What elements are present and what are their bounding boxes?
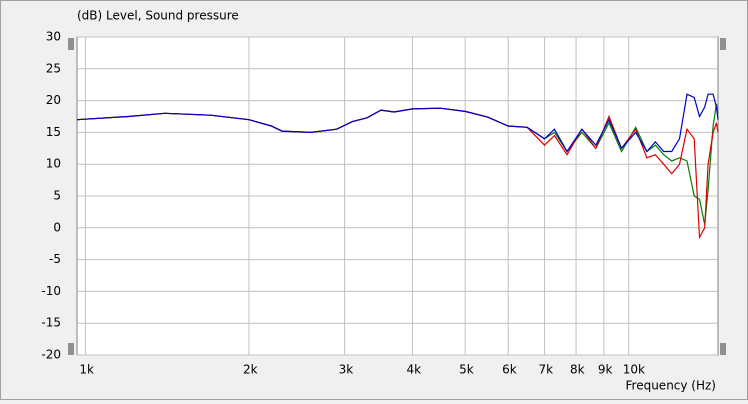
x-tick-label: 2k [243, 363, 258, 377]
y-tick-label: -20 [41, 348, 61, 362]
y-tick-label: -15 [41, 316, 61, 330]
y-tick-label: 15 [46, 125, 61, 139]
y-tick-label: 30 [46, 30, 61, 44]
x-tick-label: 8k [570, 363, 585, 377]
x-tick-label: 1k [79, 363, 94, 377]
x-tick-label: 3k [339, 363, 354, 377]
y-tick-label: 5 [53, 189, 61, 203]
x-tick-label: 4k [407, 363, 422, 377]
series-line [76, 93, 719, 153]
scroll-handle[interactable] [720, 343, 726, 355]
y-tick-label: -5 [49, 252, 61, 266]
x-axis-label: Frequency (Hz) [626, 379, 717, 393]
scroll-handle[interactable] [68, 38, 74, 50]
x-tick-label: 10k [623, 363, 645, 377]
scroll-handle[interactable] [68, 343, 74, 355]
y-tick-label: 25 [46, 61, 61, 75]
y-tick-label: 0 [53, 220, 61, 234]
x-tick-label: 7k [539, 363, 554, 377]
y-axis-label: (dB) Level, Sound pressure [77, 9, 239, 23]
x-tick-label: 5k [459, 363, 474, 377]
scroll-handle[interactable] [720, 38, 726, 50]
y-tick-label: -10 [41, 284, 61, 298]
x-tick-label: 6k [502, 363, 517, 377]
x-tick-label: 9k [598, 363, 613, 377]
y-tick-label: 10 [46, 157, 61, 171]
y-tick-label: 20 [46, 93, 61, 107]
